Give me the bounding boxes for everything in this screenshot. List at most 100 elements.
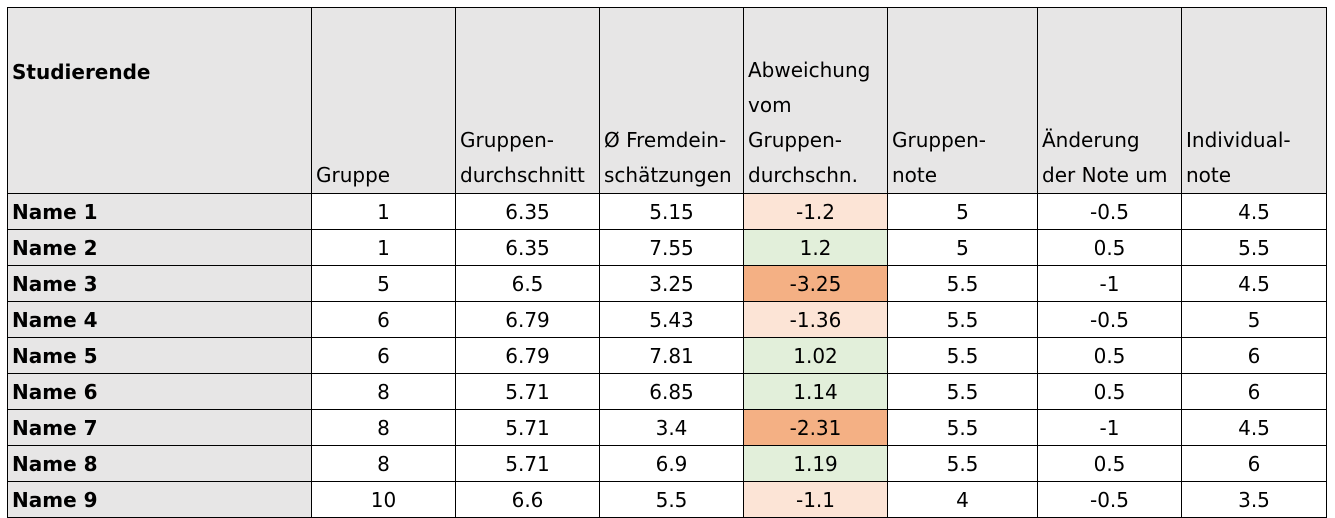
cell-gruppennote[interactable]: 5 [887, 193, 1038, 230]
cell-fremd[interactable]: 5.43 [599, 301, 744, 338]
header-gruppe[interactable]: Gruppe [311, 7, 456, 194]
cell-aenderung[interactable]: -0.5 [1037, 481, 1182, 518]
cell-durchschnitt[interactable]: 5.71 [455, 445, 600, 482]
cell-name[interactable]: Name 1 [7, 193, 312, 230]
header-gruppennote[interactable]: Gruppen- note [887, 7, 1038, 194]
header-line: Abweichung [748, 58, 871, 82]
cell-name[interactable]: Name 4 [7, 301, 312, 338]
cell-gruppe[interactable]: 6 [311, 337, 456, 374]
cell-individual[interactable]: 6 [1181, 445, 1327, 482]
cell-gruppe[interactable]: 1 [311, 193, 456, 230]
cell-gruppennote[interactable]: 5 [887, 229, 1038, 266]
cell-aenderung[interactable]: -1 [1037, 265, 1182, 302]
cell-individual[interactable]: 5 [1181, 301, 1327, 338]
grades-table: Studierende Gruppe Gruppen- durchschnitt… [7, 7, 1327, 518]
cell-abweichung[interactable]: 1.14 [743, 373, 888, 410]
cell-individual[interactable]: 6 [1181, 373, 1327, 410]
header-line: Gruppen- [748, 128, 842, 152]
cell-gruppennote[interactable]: 5.5 [887, 337, 1038, 374]
cell-individual[interactable]: 4.5 [1181, 265, 1327, 302]
cell-abweichung[interactable]: -1.2 [743, 193, 888, 230]
cell-fremd[interactable]: 7.55 [599, 229, 744, 266]
header-fremdeinschaetzungen[interactable]: Ø Fremdein- schätzungen [599, 7, 744, 194]
cell-fremd[interactable]: 3.4 [599, 409, 744, 446]
header-aenderung[interactable]: Änderung der Note um [1037, 7, 1182, 194]
table-row: Name 6 8 5.71 6.85 1.14 5.5 0.5 6 [7, 373, 1327, 410]
cell-fremd[interactable]: 5.15 [599, 193, 744, 230]
cell-abweichung[interactable]: -2.31 [743, 409, 888, 446]
cell-fremd[interactable]: 6.9 [599, 445, 744, 482]
table-row: Name 8 8 5.71 6.9 1.19 5.5 0.5 6 [7, 445, 1327, 482]
table-row: Name 1 1 6.35 5.15 -1.2 5 -0.5 4.5 [7, 193, 1327, 230]
cell-name[interactable]: Name 7 [7, 409, 312, 446]
cell-gruppe[interactable]: 6 [311, 301, 456, 338]
cell-gruppe[interactable]: 5 [311, 265, 456, 302]
cell-abweichung[interactable]: 1.19 [743, 445, 888, 482]
header-line: Ø Fremdein- [604, 128, 727, 152]
cell-abweichung[interactable]: -3.25 [743, 265, 888, 302]
cell-name[interactable]: Name 8 [7, 445, 312, 482]
cell-durchschnitt[interactable]: 6.35 [455, 229, 600, 266]
header-line: note [1186, 163, 1232, 187]
header-studierende[interactable]: Studierende [7, 7, 312, 194]
cell-aenderung[interactable]: 0.5 [1037, 229, 1182, 266]
header-individualnote[interactable]: Individual- note [1181, 7, 1327, 194]
cell-individual[interactable]: 4.5 [1181, 193, 1327, 230]
cell-fremd[interactable]: 3.25 [599, 265, 744, 302]
cell-name[interactable]: Name 6 [7, 373, 312, 410]
cell-gruppe[interactable]: 8 [311, 409, 456, 446]
cell-gruppe[interactable]: 8 [311, 373, 456, 410]
cell-durchschnitt[interactable]: 6.79 [455, 337, 600, 374]
cell-abweichung[interactable]: 1.02 [743, 337, 888, 374]
cell-name[interactable]: Name 3 [7, 265, 312, 302]
cell-fremd[interactable]: 7.81 [599, 337, 744, 374]
cell-aenderung[interactable]: -0.5 [1037, 301, 1182, 338]
cell-gruppe[interactable]: 8 [311, 445, 456, 482]
header-line: schätzungen [604, 163, 732, 187]
cell-individual[interactable]: 5.5 [1181, 229, 1327, 266]
cell-abweichung[interactable]: 1.2 [743, 229, 888, 266]
cell-gruppennote[interactable]: 5.5 [887, 301, 1038, 338]
cell-gruppennote[interactable]: 5.5 [887, 409, 1038, 446]
cell-individual[interactable]: 6 [1181, 337, 1327, 374]
table-row: Name 4 6 6.79 5.43 -1.36 5.5 -0.5 5 [7, 301, 1327, 338]
cell-individual[interactable]: 4.5 [1181, 409, 1327, 446]
header-line: Gruppen- [460, 128, 554, 152]
header-row: Studierende Gruppe Gruppen- durchschnitt… [7, 7, 1327, 194]
table-row: Name 3 5 6.5 3.25 -3.25 5.5 -1 4.5 [7, 265, 1327, 302]
cell-abweichung[interactable]: -1.36 [743, 301, 888, 338]
cell-aenderung[interactable]: 0.5 [1037, 445, 1182, 482]
cell-gruppennote[interactable]: 5.5 [887, 373, 1038, 410]
cell-durchschnitt[interactable]: 6.35 [455, 193, 600, 230]
table-row: Name 9 10 6.6 5.5 -1.1 4 -0.5 3.5 [7, 481, 1327, 518]
cell-gruppennote[interactable]: 5.5 [887, 445, 1038, 482]
cell-aenderung[interactable]: 0.5 [1037, 373, 1182, 410]
cell-durchschnitt[interactable]: 5.71 [455, 409, 600, 446]
cell-name[interactable]: Name 2 [7, 229, 312, 266]
cell-durchschnitt[interactable]: 6.79 [455, 301, 600, 338]
cell-aenderung[interactable]: 0.5 [1037, 337, 1182, 374]
header-line: der Note um [1042, 163, 1168, 187]
cell-fremd[interactable]: 6.85 [599, 373, 744, 410]
cell-durchschnitt[interactable]: 5.71 [455, 373, 600, 410]
cell-gruppe[interactable]: 1 [311, 229, 456, 266]
header-gruppendurchschnitt[interactable]: Gruppen- durchschnitt [455, 7, 600, 194]
cell-fremd[interactable]: 5.5 [599, 481, 744, 518]
cell-durchschnitt[interactable]: 6.5 [455, 265, 600, 302]
header-line: Individual- [1186, 128, 1291, 152]
table-row: Name 2 1 6.35 7.55 1.2 5 0.5 5.5 [7, 229, 1327, 266]
header-line: vom [748, 93, 792, 117]
cell-durchschnitt[interactable]: 6.6 [455, 481, 600, 518]
cell-abweichung[interactable]: -1.1 [743, 481, 888, 518]
cell-aenderung[interactable]: -0.5 [1037, 193, 1182, 230]
cell-gruppennote[interactable]: 4 [887, 481, 1038, 518]
cell-name[interactable]: Name 9 [7, 481, 312, 518]
header-line: Änderung [1042, 128, 1140, 152]
cell-gruppennote[interactable]: 5.5 [887, 265, 1038, 302]
cell-individual[interactable]: 3.5 [1181, 481, 1327, 518]
cell-aenderung[interactable]: -1 [1037, 409, 1182, 446]
cell-gruppe[interactable]: 10 [311, 481, 456, 518]
cell-name[interactable]: Name 5 [7, 337, 312, 374]
header-abweichung[interactable]: Abweichung vom Gruppen- durchschn. [743, 7, 888, 194]
header-line: note [892, 163, 938, 187]
